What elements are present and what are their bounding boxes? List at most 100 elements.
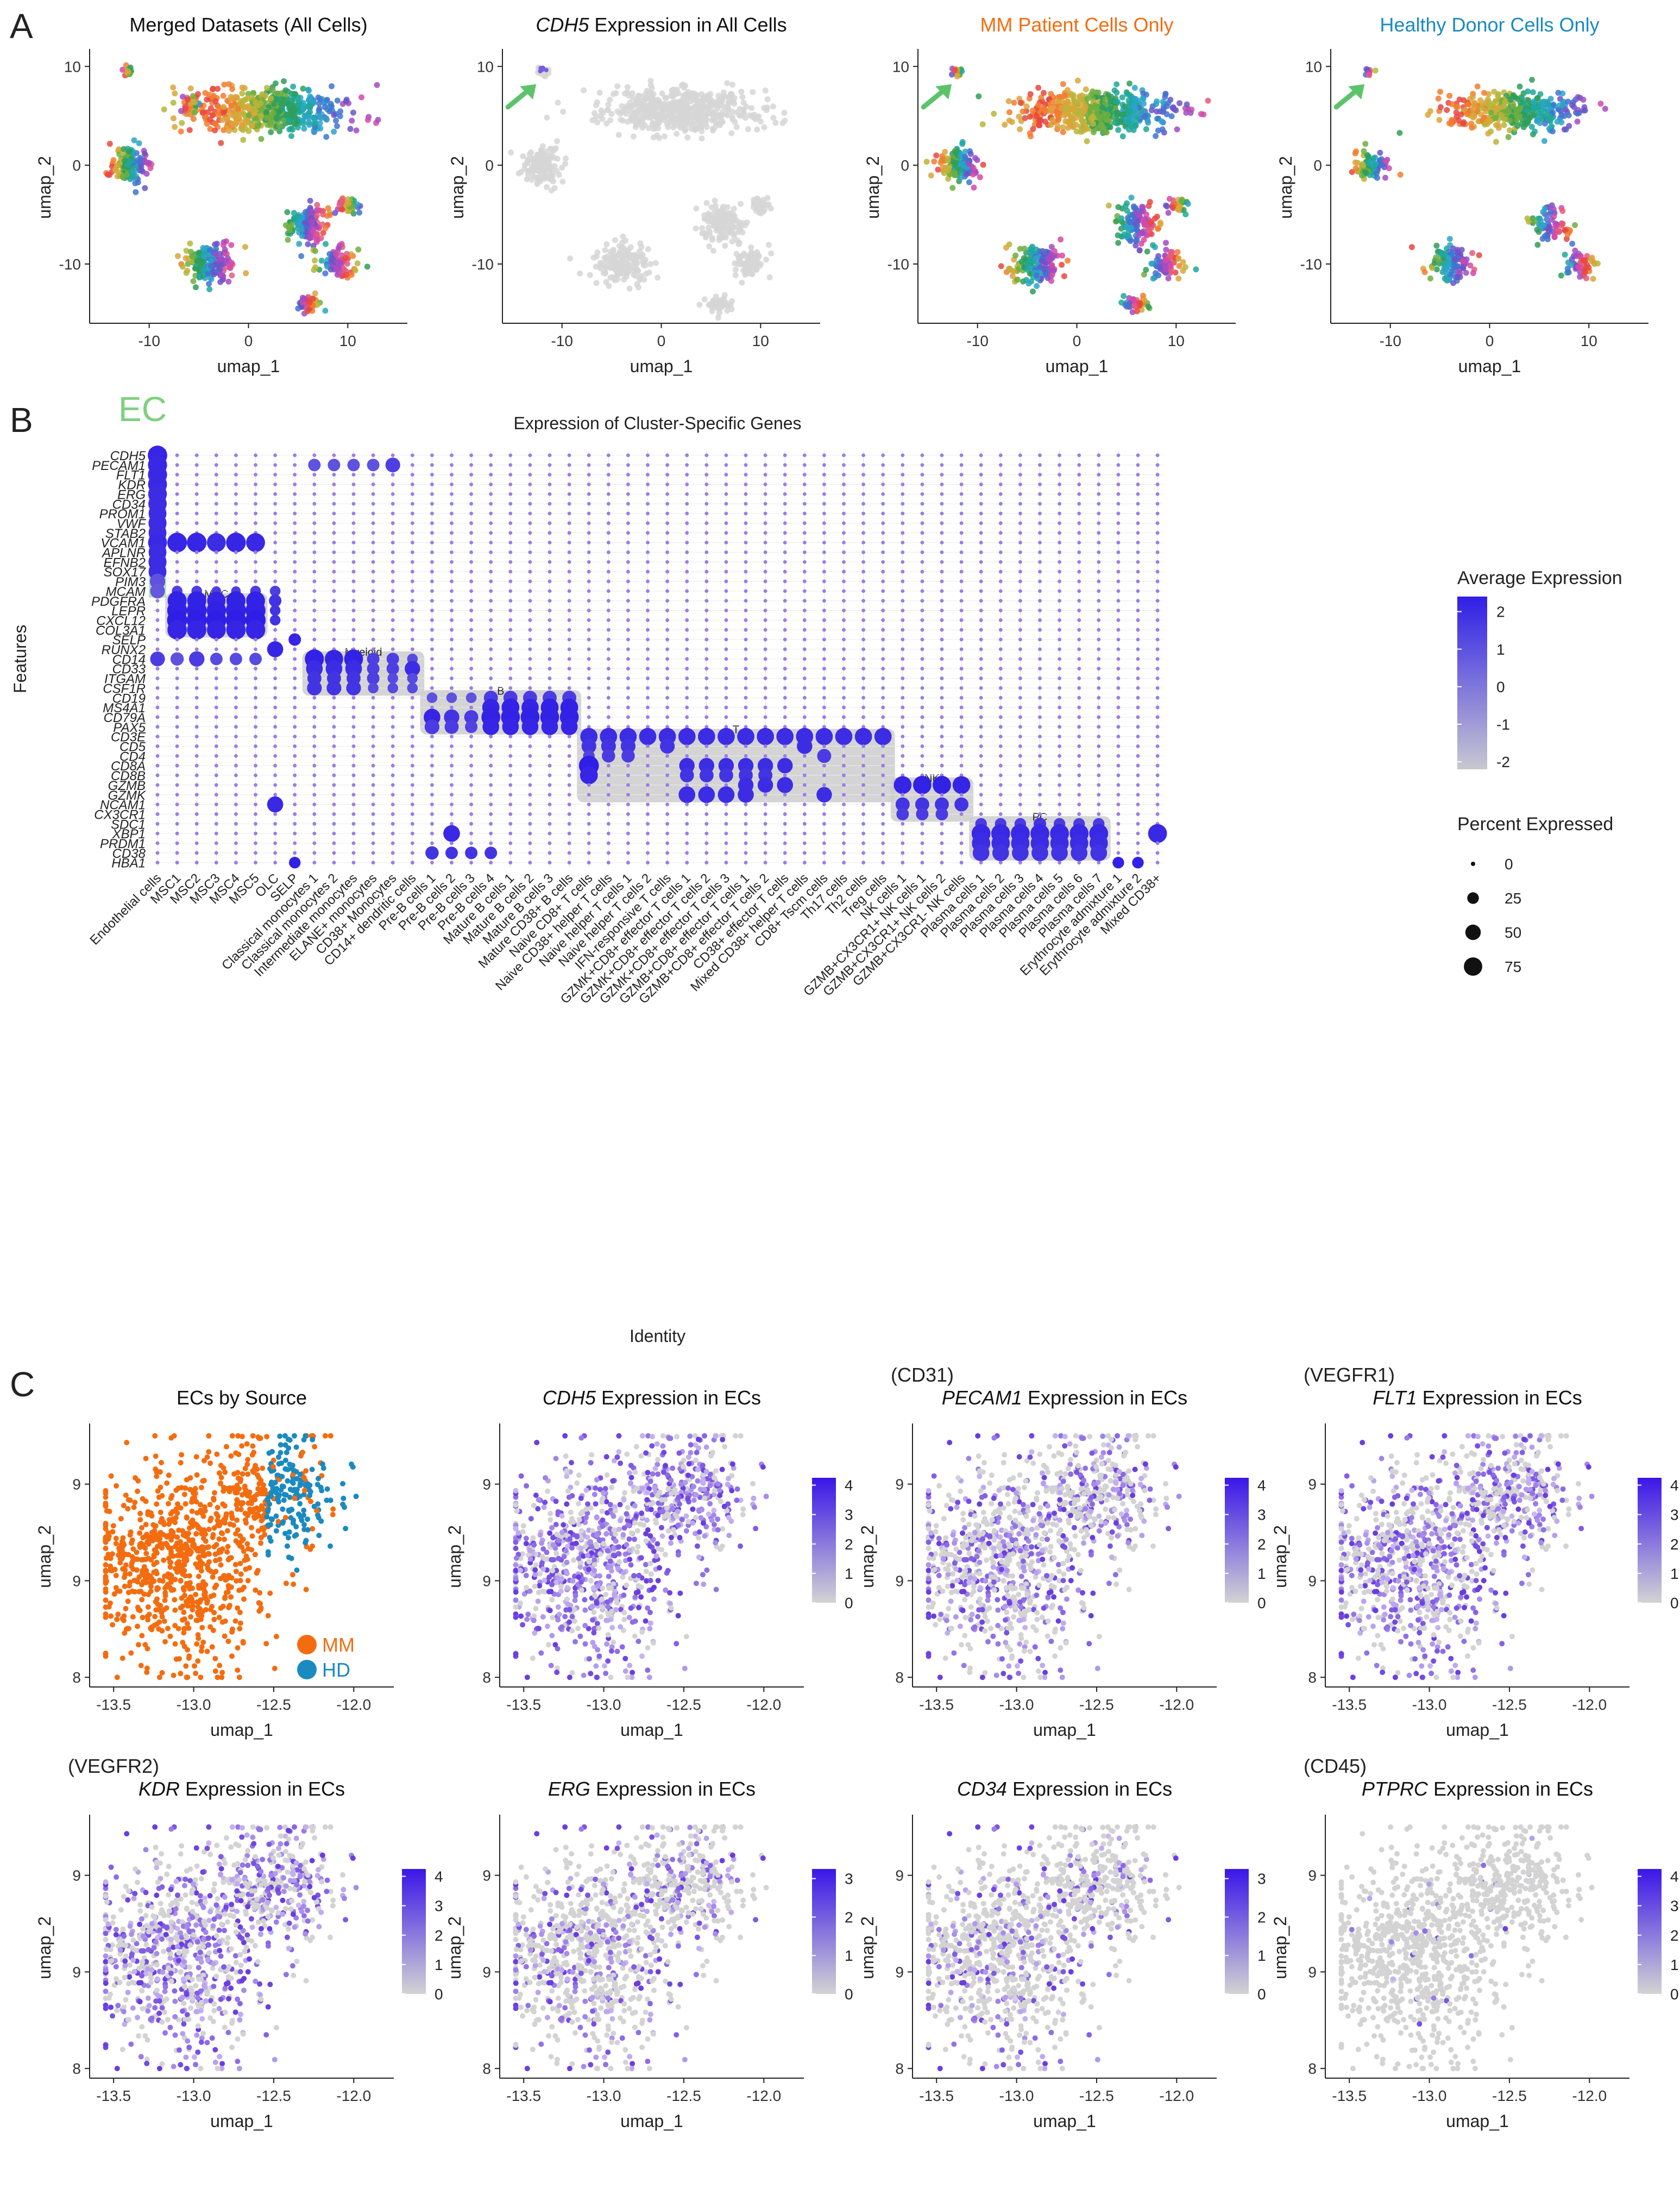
cell-point [1083, 86, 1089, 92]
cell-point [1119, 133, 1126, 140]
cell-point [1108, 105, 1114, 111]
dot-small [1018, 560, 1022, 564]
dot-small [410, 453, 414, 457]
cell-point [610, 91, 616, 97]
dot-small [959, 560, 964, 564]
cell-point [543, 148, 549, 155]
cell-point [1162, 267, 1169, 273]
dot-small [959, 473, 964, 477]
cell-point [190, 278, 197, 284]
panel-letter-a: A [10, 7, 33, 46]
dot-small [194, 501, 199, 506]
x-axis-label: umap_1 [630, 356, 693, 376]
cell-point [1465, 101, 1471, 108]
cell-point [1102, 96, 1109, 103]
dot-small [626, 521, 630, 525]
arrow-icon [921, 84, 952, 110]
cell-point [634, 267, 641, 274]
cell-point [1476, 252, 1482, 259]
cell-point [1065, 258, 1071, 264]
cell-point [1069, 123, 1076, 129]
dot-small [1116, 501, 1121, 506]
dot-small [901, 501, 905, 506]
cell-point [1482, 121, 1488, 128]
cell-point [764, 96, 771, 103]
cell-point [290, 127, 296, 133]
dot-small [351, 569, 356, 574]
dot-small [332, 560, 336, 564]
cell-point [964, 171, 970, 178]
cell-point [317, 125, 324, 131]
cell-point [1124, 208, 1130, 214]
cell-point [1034, 272, 1040, 279]
cell-point [292, 91, 299, 97]
dot-vcam1-3 [206, 533, 226, 553]
dot-small [783, 453, 787, 457]
cell-point [1130, 101, 1137, 108]
cell-point [1060, 129, 1066, 135]
cell-point [754, 126, 760, 133]
dot-pecam1-12 [385, 457, 400, 473]
dot-small [410, 569, 414, 574]
dot-small [469, 579, 473, 584]
cell-point [208, 276, 215, 283]
cell-point [1454, 250, 1461, 256]
cell-point [1425, 111, 1431, 118]
dot-small [802, 569, 807, 574]
cell-point [115, 162, 121, 168]
dot-small [410, 531, 414, 535]
dot-small [763, 501, 767, 506]
cell-point [1361, 148, 1367, 154]
cell-point [342, 255, 349, 261]
cell-point [619, 109, 625, 115]
cell-point [201, 254, 207, 260]
cell-point [272, 80, 279, 86]
dot-small [665, 473, 669, 477]
cell-point [1505, 134, 1512, 140]
dot-small [979, 550, 983, 554]
dot-small [293, 560, 297, 564]
cell-point [540, 172, 546, 178]
cell-point [1435, 95, 1442, 102]
cell-point [1205, 97, 1211, 104]
cell-point [952, 67, 958, 73]
dot-small [1116, 511, 1121, 516]
dot-small [312, 541, 317, 545]
cell-point [355, 246, 362, 253]
dot-small [1155, 521, 1160, 525]
cell-point [320, 211, 326, 218]
dot-small [371, 521, 375, 525]
dot-small [293, 511, 297, 516]
cell-point [1140, 204, 1146, 210]
cell-point [280, 96, 287, 103]
dot-small [920, 511, 924, 516]
dot-small [783, 541, 787, 545]
dot-small [450, 550, 454, 554]
cell-point [137, 155, 143, 161]
dot-small [724, 511, 728, 516]
y-tick-label: 10 [892, 58, 909, 75]
cell-point [307, 198, 313, 204]
cell-point [1377, 149, 1383, 156]
dot-small [881, 511, 885, 516]
cell-point [1095, 89, 1102, 96]
y-tick-label: 10 [1305, 58, 1322, 75]
dot-small [293, 482, 297, 486]
dot-small [430, 531, 434, 535]
cell-point [600, 270, 607, 277]
dot-small [293, 463, 297, 467]
cell-point [127, 158, 133, 165]
cell-point [229, 120, 235, 127]
cell-point [1027, 91, 1034, 97]
cell-point [959, 141, 966, 147]
dot-small [646, 473, 650, 477]
umap-panel-a1: Merged Datasets (All Cells)-10 0 10-10010u… [35, 14, 407, 376]
cell-point [239, 100, 246, 106]
cell-point [1091, 129, 1097, 135]
dot-small [548, 511, 552, 516]
dot-small [528, 463, 532, 467]
cell-point [1534, 227, 1540, 233]
cell-point [761, 124, 767, 130]
dot-small [763, 511, 767, 516]
dot-small [450, 473, 454, 477]
